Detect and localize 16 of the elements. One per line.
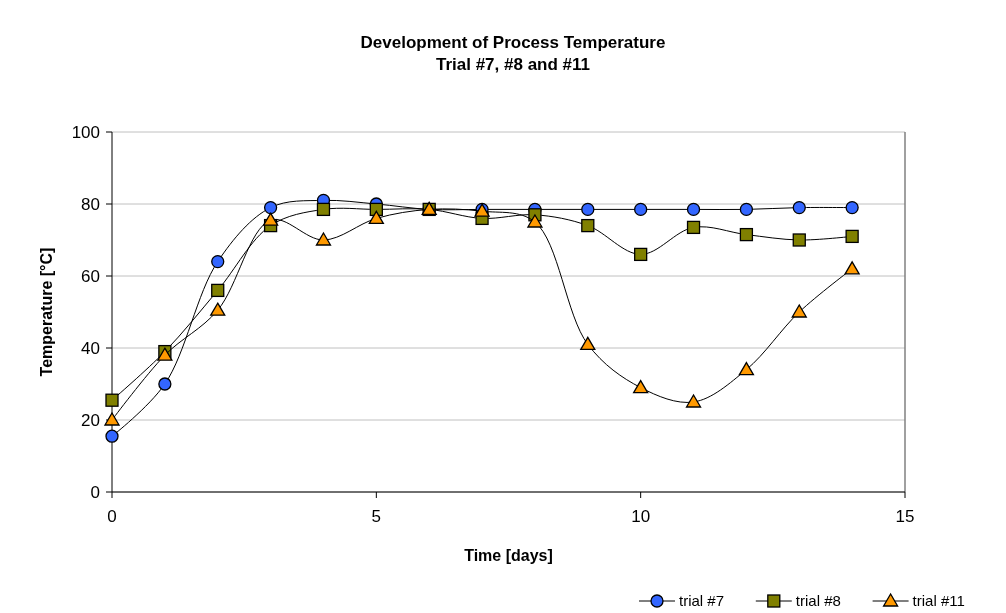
chart-title: Development of Process Temperature Trial #7, #8 and #11 bbox=[360, 33, 666, 74]
y-tick-label: 80 bbox=[81, 194, 100, 214]
y-tick-label: 20 bbox=[81, 410, 100, 430]
x-tick-label: 10 bbox=[631, 507, 651, 526]
y-axis-title: Temperature [°C] bbox=[38, 247, 55, 377]
y-tick-label: 0 bbox=[90, 482, 100, 502]
legend-label: trial #11 bbox=[912, 592, 965, 610]
x-axis-title: Time [days] bbox=[464, 547, 553, 564]
y-tick-label: 100 bbox=[71, 122, 100, 142]
y-tick-label: 60 bbox=[81, 266, 100, 286]
x-tick-label: 0 bbox=[107, 507, 117, 526]
x-tick-label: 5 bbox=[371, 507, 382, 526]
x-tick-label: 15 bbox=[895, 507, 915, 526]
y-tick-label: 40 bbox=[81, 338, 100, 358]
legend-label: trial #7 bbox=[679, 592, 725, 610]
legend-label: trial #8 bbox=[795, 592, 841, 610]
